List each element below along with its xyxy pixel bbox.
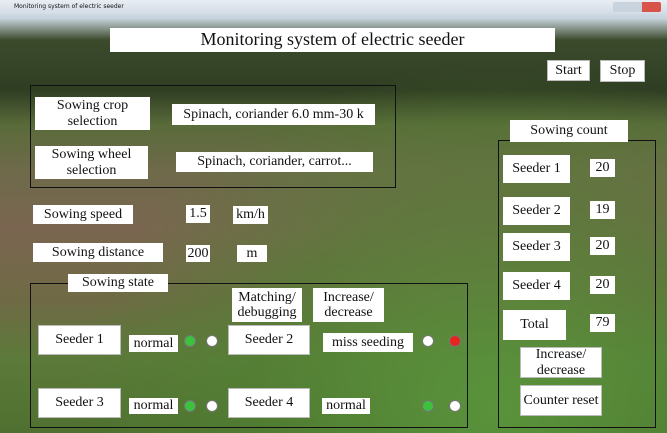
- count-value: 20: [590, 237, 615, 255]
- status-light: [184, 400, 196, 412]
- distance-label: Sowing distance: [33, 243, 163, 262]
- reset-button[interactable]: Counter reset: [520, 385, 602, 416]
- crop-combo[interactable]: Spinach, coriander 6.0 mm-30 k: [172, 104, 375, 125]
- seeder-button[interactable]: Seeder 3: [38, 388, 121, 418]
- wheel-label: Sowing wheel selection: [35, 146, 148, 179]
- adjust-label: Increase/ decrease: [313, 288, 384, 322]
- speed-unit: km/h: [233, 206, 268, 224]
- count-name: Seeder 4: [503, 272, 570, 300]
- seeder-button[interactable]: Seeder 4: [228, 388, 310, 418]
- stop-button[interactable]: Stop: [600, 60, 645, 82]
- seeder-status: normal: [129, 335, 178, 352]
- status-light: [422, 400, 434, 412]
- state-title: Sowing state: [68, 274, 168, 292]
- window-title: Monitoring system of electric seeder: [0, 0, 667, 14]
- count-value: 19: [590, 201, 615, 219]
- status-light: [206, 335, 218, 347]
- matching-label: Matching/ debugging: [232, 288, 302, 322]
- count-name: Seeder 2: [503, 197, 570, 225]
- count-value: 79: [590, 314, 615, 332]
- increase-button[interactable]: Increase/ decrease: [520, 347, 602, 378]
- status-light: [206, 400, 218, 412]
- count-value: 20: [590, 159, 615, 177]
- count-name: Seeder 3: [503, 233, 570, 261]
- seeder-status: normal: [322, 398, 370, 414]
- count-name: Total: [503, 310, 566, 340]
- crop-label: Sowing crop selection: [35, 97, 150, 130]
- status-light: [449, 400, 461, 412]
- start-button[interactable]: Start: [547, 60, 590, 81]
- distance-value[interactable]: 200: [186, 245, 210, 262]
- count-name: Seeder 1: [503, 155, 570, 183]
- status-light: [449, 335, 461, 347]
- count-value: 20: [590, 276, 615, 294]
- app-window: Monitoring system of electric seeder Mon…: [0, 0, 667, 433]
- speed-label: Sowing speed: [33, 205, 133, 224]
- status-light: [422, 335, 434, 347]
- window-controls[interactable]: [613, 2, 661, 12]
- wheel-combo[interactable]: Spinach, coriander, carrot...: [176, 152, 373, 172]
- distance-unit: m: [237, 245, 267, 262]
- speed-value[interactable]: 1.5: [186, 205, 210, 223]
- status-light: [184, 335, 196, 347]
- seeder-button[interactable]: Seeder 1: [38, 325, 121, 355]
- seeder-status: miss seeding: [323, 333, 413, 352]
- title: Monitoring system of electric seeder: [110, 28, 555, 52]
- count-title: Sowing count: [510, 120, 628, 142]
- seeder-button[interactable]: Seeder 2: [228, 325, 310, 355]
- seeder-status: normal: [129, 398, 178, 414]
